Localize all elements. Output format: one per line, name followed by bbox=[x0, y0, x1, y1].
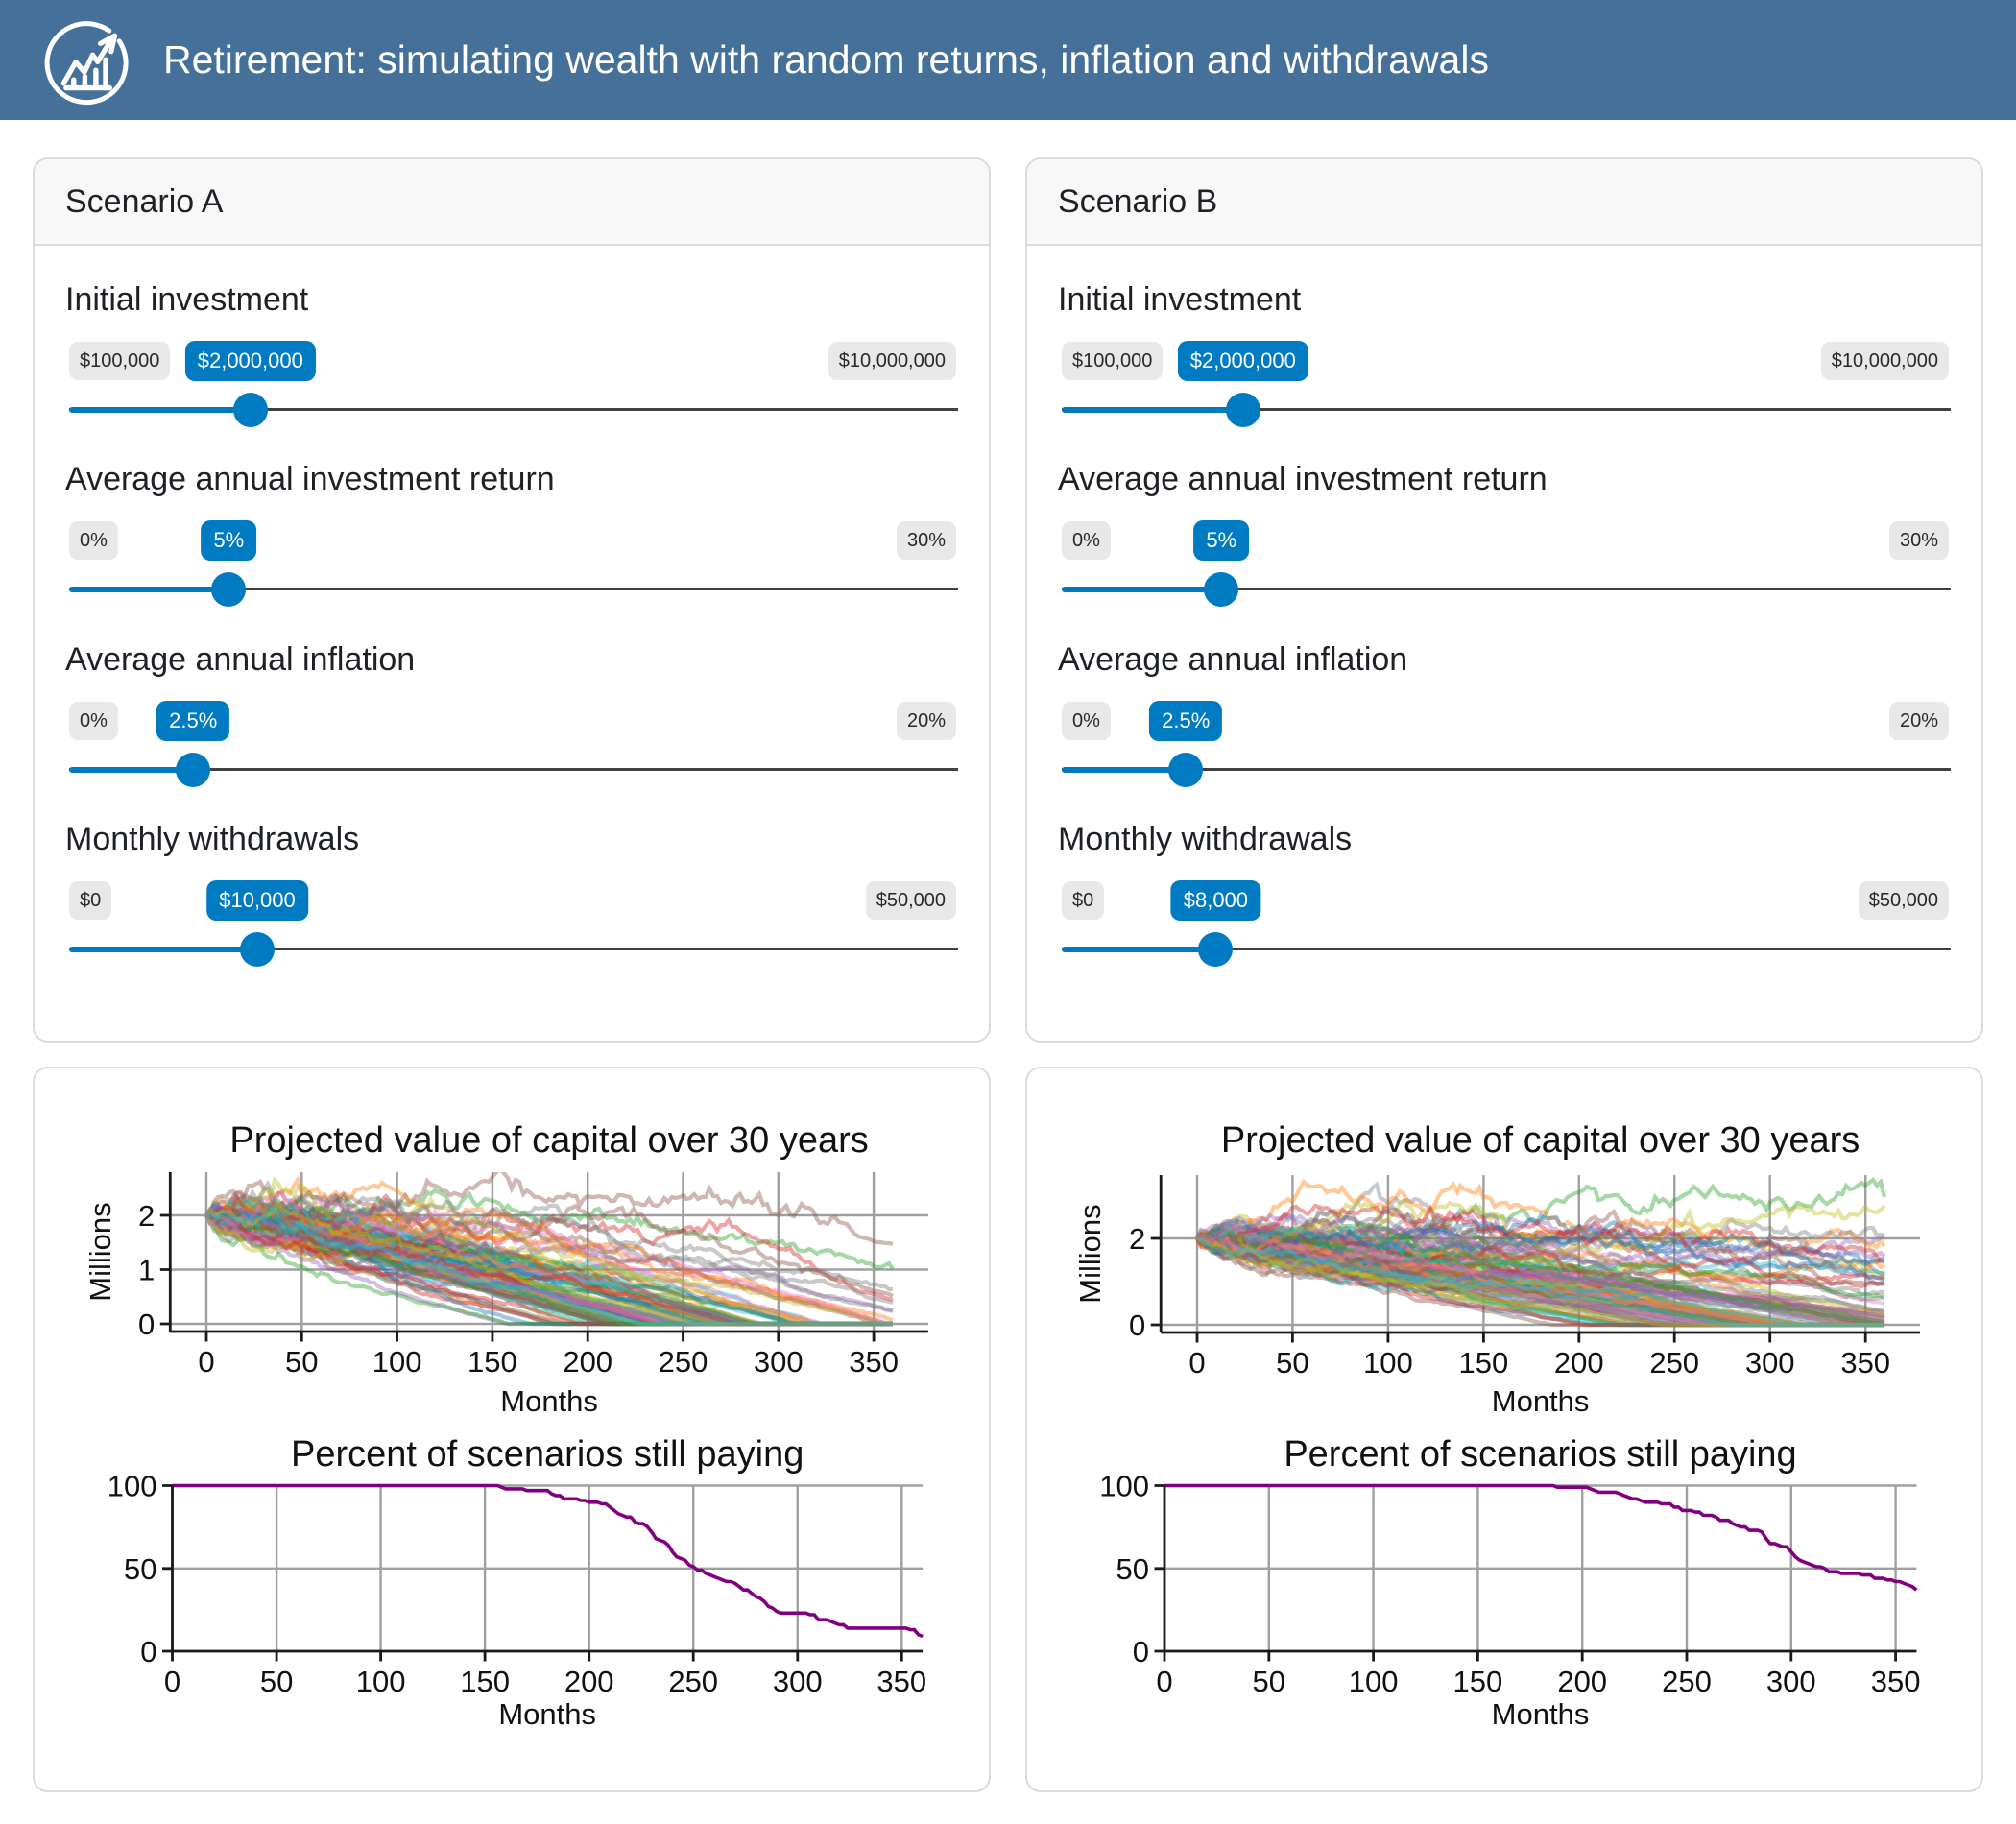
svg-text:150: 150 bbox=[1453, 1665, 1503, 1698]
svg-text:100: 100 bbox=[1363, 1346, 1413, 1380]
svg-text:50: 50 bbox=[260, 1665, 293, 1698]
svg-text:50: 50 bbox=[1116, 1552, 1149, 1586]
svg-text:50: 50 bbox=[1253, 1665, 1285, 1698]
svg-text:200: 200 bbox=[1554, 1346, 1604, 1380]
svg-text:350: 350 bbox=[1840, 1346, 1890, 1380]
svg-text:200: 200 bbox=[563, 1345, 612, 1379]
svg-text:Projected value of capital ove: Projected value of capital over 30 years bbox=[1221, 1120, 1860, 1161]
svg-text:100: 100 bbox=[1099, 1470, 1149, 1503]
svg-text:150: 150 bbox=[460, 1665, 510, 1698]
svg-text:100: 100 bbox=[372, 1345, 422, 1379]
svg-text:250: 250 bbox=[1662, 1665, 1712, 1698]
svg-text:200: 200 bbox=[1557, 1665, 1607, 1698]
svg-text:250: 250 bbox=[668, 1665, 718, 1698]
svg-text:250: 250 bbox=[1649, 1346, 1699, 1380]
svg-text:Millions: Millions bbox=[1073, 1204, 1107, 1303]
svg-text:300: 300 bbox=[773, 1665, 823, 1698]
svg-text:350: 350 bbox=[1871, 1665, 1921, 1698]
svg-text:1: 1 bbox=[138, 1254, 155, 1287]
svg-text:Percent of scenarios still pay: Percent of scenarios still paying bbox=[291, 1434, 804, 1475]
svg-text:0: 0 bbox=[198, 1345, 214, 1379]
svg-text:50: 50 bbox=[124, 1552, 156, 1586]
svg-text:Months: Months bbox=[498, 1697, 596, 1731]
svg-text:100: 100 bbox=[108, 1470, 157, 1503]
svg-text:0: 0 bbox=[138, 1308, 155, 1341]
svg-text:0: 0 bbox=[1129, 1308, 1145, 1342]
svg-text:150: 150 bbox=[1459, 1346, 1509, 1380]
svg-text:Months: Months bbox=[1492, 1697, 1590, 1731]
svg-text:Months: Months bbox=[500, 1384, 598, 1418]
svg-text:0: 0 bbox=[140, 1635, 156, 1668]
svg-text:300: 300 bbox=[1745, 1346, 1795, 1380]
svg-text:250: 250 bbox=[659, 1345, 708, 1379]
svg-text:Months: Months bbox=[1492, 1384, 1590, 1418]
svg-text:50: 50 bbox=[1276, 1346, 1308, 1380]
svg-text:100: 100 bbox=[1349, 1665, 1399, 1698]
svg-text:150: 150 bbox=[468, 1345, 517, 1379]
svg-text:300: 300 bbox=[1766, 1665, 1816, 1698]
svg-text:0: 0 bbox=[1188, 1346, 1205, 1380]
svg-text:Projected value of capital ove: Projected value of capital over 30 years bbox=[229, 1120, 868, 1161]
svg-text:0: 0 bbox=[1133, 1635, 1149, 1668]
svg-text:0: 0 bbox=[164, 1665, 180, 1698]
svg-text:2: 2 bbox=[1129, 1222, 1145, 1256]
svg-text:Millions: Millions bbox=[84, 1202, 117, 1301]
svg-text:Percent of scenarios still pay: Percent of scenarios still paying bbox=[1284, 1434, 1796, 1475]
svg-text:50: 50 bbox=[285, 1345, 318, 1379]
svg-text:2: 2 bbox=[138, 1199, 155, 1233]
svg-text:300: 300 bbox=[754, 1345, 804, 1379]
svg-text:350: 350 bbox=[876, 1665, 926, 1698]
svg-text:200: 200 bbox=[564, 1665, 614, 1698]
svg-text:350: 350 bbox=[849, 1345, 899, 1379]
svg-text:0: 0 bbox=[1156, 1665, 1172, 1698]
svg-text:100: 100 bbox=[356, 1665, 406, 1698]
